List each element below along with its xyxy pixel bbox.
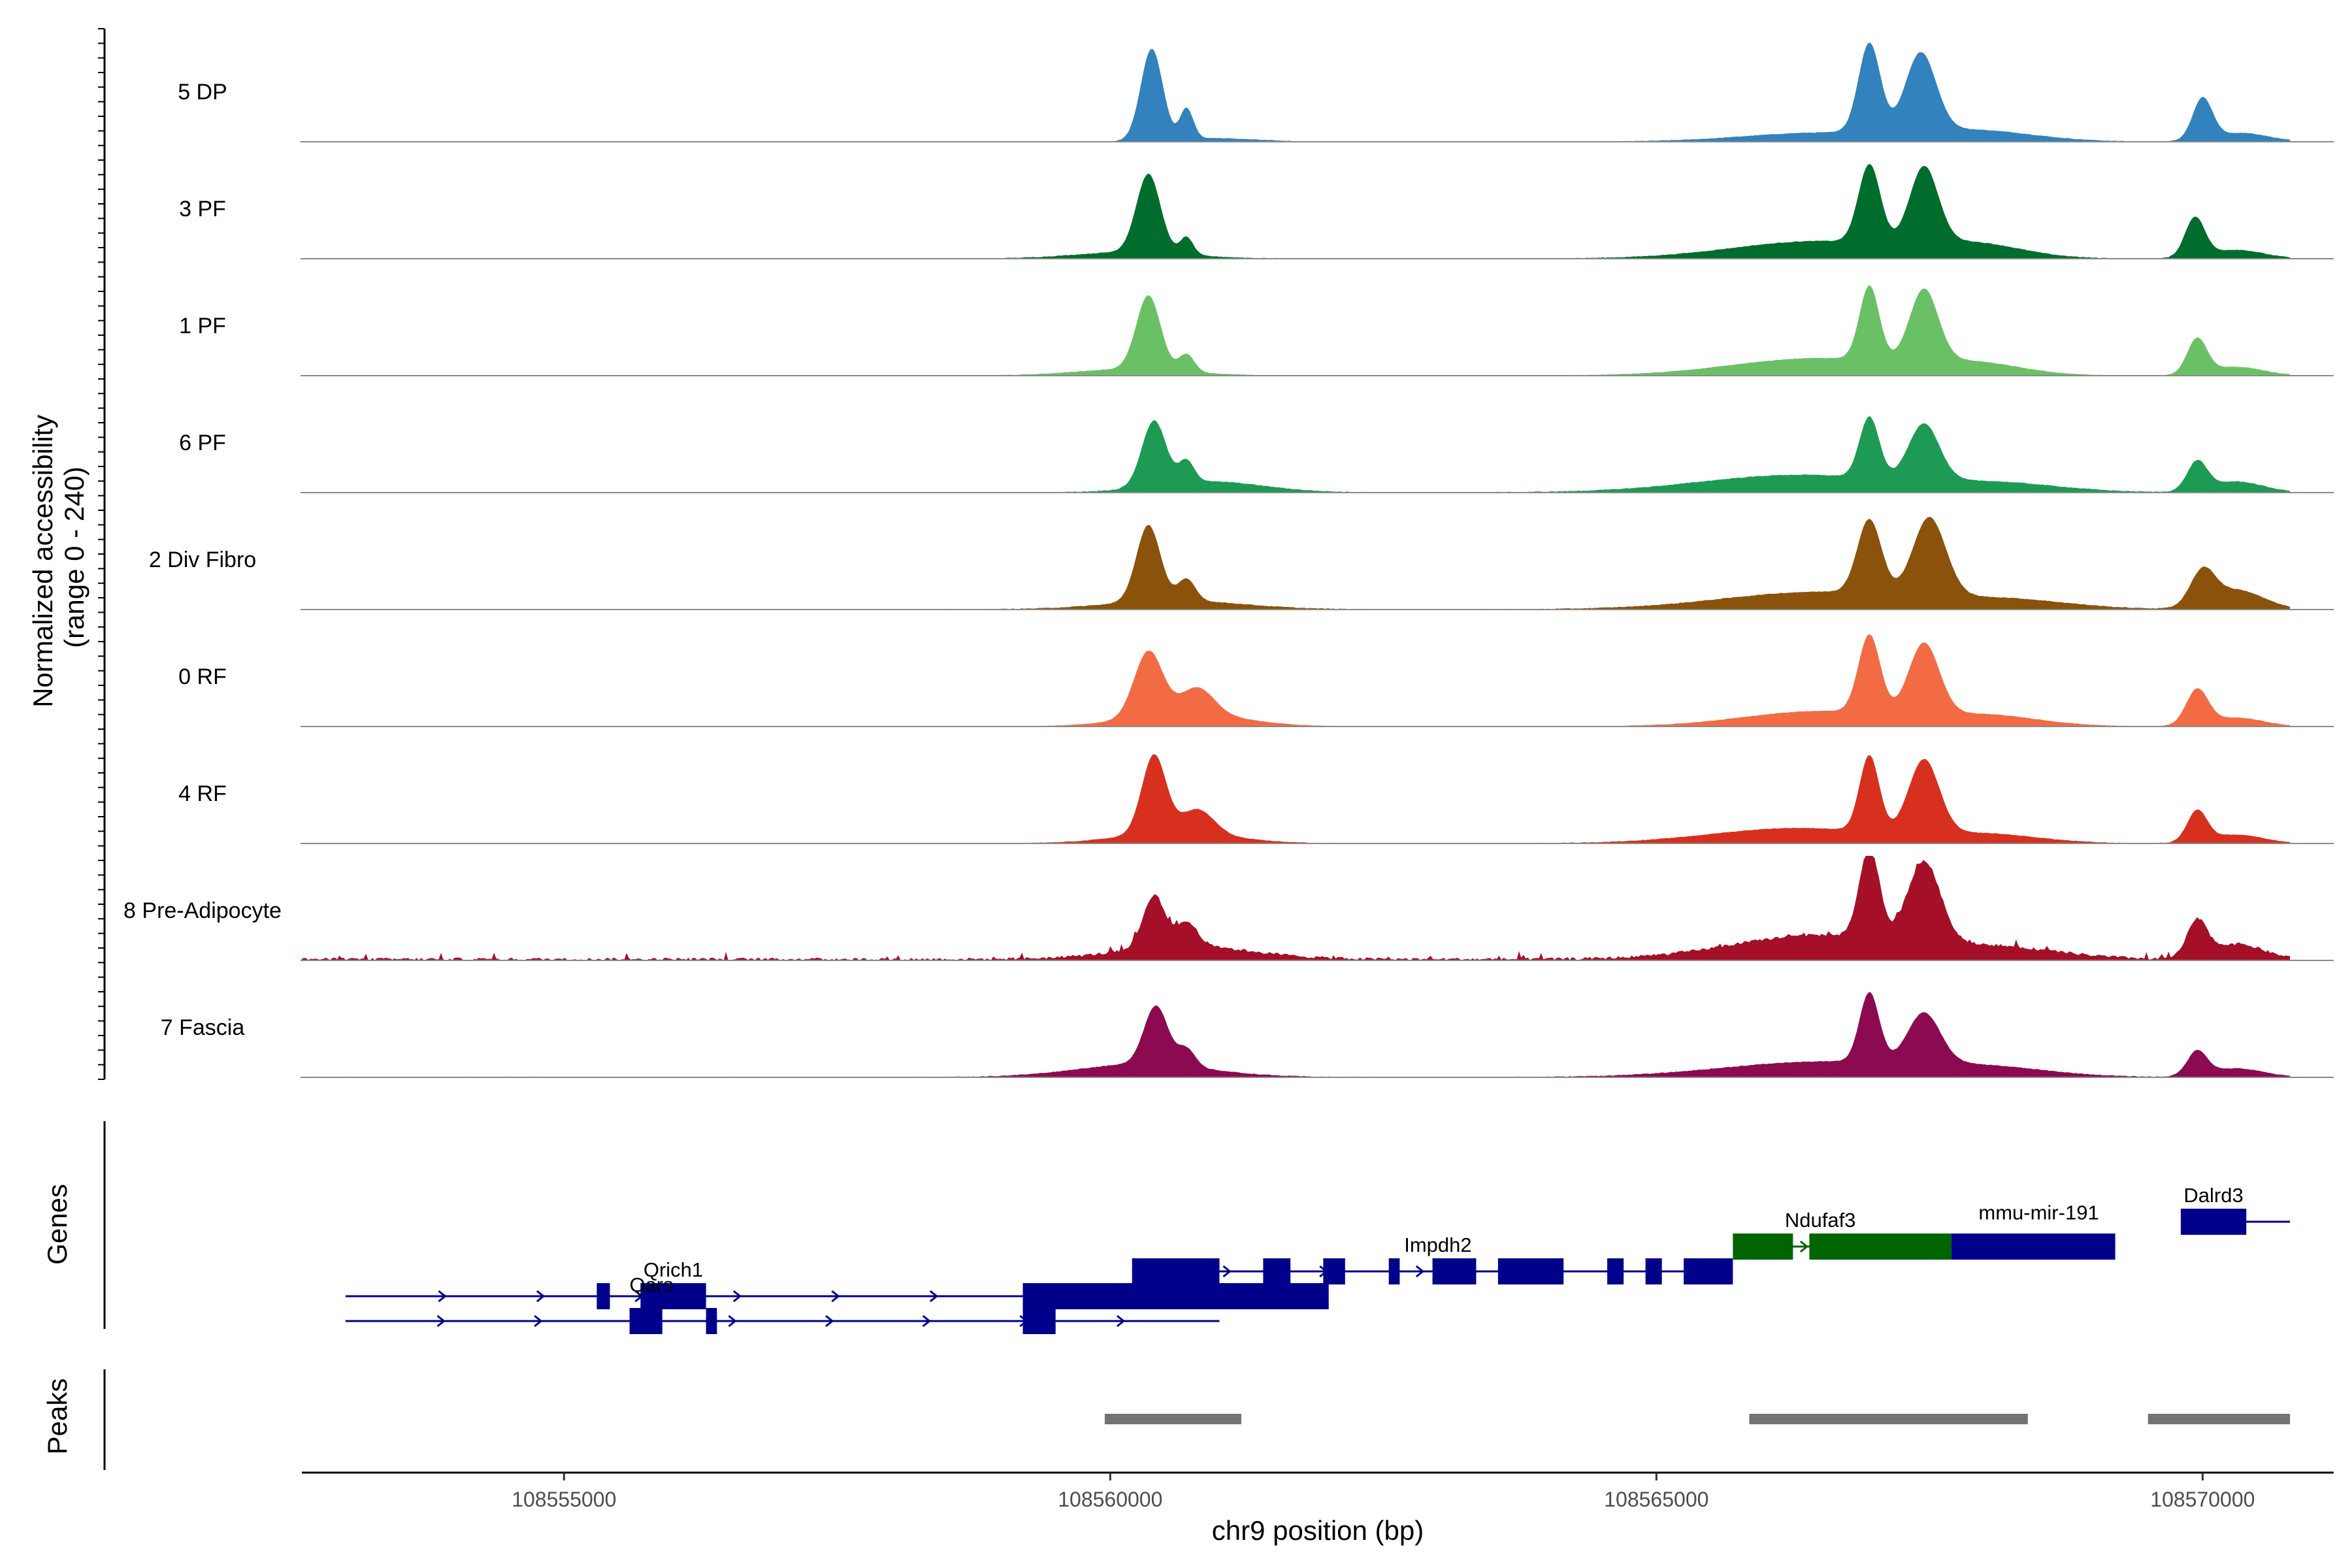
gene-label: Ndufaf3 (1785, 1209, 1856, 1232)
y-axis (98, 28, 106, 1470)
track-label: 0 RF (178, 664, 227, 689)
peak-track (1104, 1414, 2291, 1424)
strand-arrow-icon (1415, 1265, 1425, 1278)
track-label: 2 Div Fibro (149, 547, 256, 572)
y-axis-label-line2: (range 0 - 240) (59, 466, 90, 648)
x-tick-label: 108570000 (2150, 1488, 2255, 1511)
exon-block (629, 1308, 662, 1334)
strand-arrow-icon (438, 1290, 447, 1303)
exon-block (1951, 1233, 2115, 1260)
exon-block (1645, 1258, 1662, 1284)
track-label: 1 PF (179, 314, 226, 338)
gene-track-label: Genes (42, 1184, 73, 1265)
strand-arrow-icon (436, 1315, 446, 1328)
strand-arrow-icon (1799, 1240, 1809, 1253)
y-axis-label: Normalized accessibility (range 0 - 240) (27, 407, 90, 708)
x-axis: 108555000 108560000 108565000 108570000 (302, 1471, 2334, 1511)
exon-block (596, 1283, 610, 1309)
exon-block (2180, 1209, 2247, 1235)
coverage-area-track-3 (302, 416, 2291, 493)
coverage-area-track-6 (302, 754, 2291, 843)
coverage-area-track-4 (302, 517, 2291, 610)
x-tick-label: 108555000 (512, 1488, 616, 1511)
exon-block (1497, 1258, 1564, 1284)
exon-block (1263, 1258, 1291, 1284)
track-label: 3 PF (179, 197, 226, 221)
x-axis-label: chr9 position (bp) (1212, 1515, 1424, 1546)
coverage-area-track-2 (302, 286, 2291, 376)
strand-arrow-icon (929, 1290, 939, 1303)
peak-region (2148, 1414, 2291, 1424)
x-tick-label: 108560000 (1058, 1488, 1162, 1511)
strand-arrow-icon (831, 1290, 840, 1303)
coverage-area-track-1 (302, 164, 2291, 259)
strand-arrow-icon (728, 1315, 737, 1328)
track-label: 6 PF (179, 431, 226, 455)
coverage-area-track-7 (302, 856, 2291, 960)
exon-block (1432, 1258, 1477, 1284)
exon-block (1733, 1233, 1793, 1260)
peak-track-label: Peaks (42, 1379, 73, 1455)
exon-block (1132, 1258, 1220, 1284)
exon-block (1607, 1258, 1624, 1284)
coverage-area-track-0 (302, 42, 2291, 142)
exon-block (1022, 1308, 1056, 1334)
coverage-area-track-5 (302, 634, 2291, 727)
gene-label: Qrich1 (644, 1258, 703, 1281)
exon-block (706, 1308, 717, 1334)
strand-arrow-icon (922, 1315, 932, 1328)
strand-arrow-icon (534, 1315, 543, 1328)
y-axis-label-line1: Normalized accessibility (27, 415, 58, 708)
peak-region (1749, 1414, 2028, 1424)
coverage-area-track-8 (302, 992, 2291, 1077)
exon-block (1809, 1233, 1952, 1260)
peak-region (1104, 1414, 1241, 1424)
coverage-tracks: 5 DP 3 PF 1 PF 6 PF 2 Div Fibro 0 RF 4 RF 8 Pre… (123, 42, 2334, 1078)
strand-arrow-icon (1222, 1265, 1232, 1278)
strand-arrow-icon (1116, 1315, 1126, 1328)
x-tick-label: 108565000 (1604, 1488, 1708, 1511)
strand-arrow-icon (536, 1290, 546, 1303)
track-label: 7 Fascia (161, 1015, 245, 1040)
exon-block (1684, 1258, 1733, 1284)
exon-block (1022, 1283, 1329, 1309)
exon-block (1388, 1258, 1400, 1284)
gene-label: Impdh2 (1404, 1233, 1471, 1256)
gene-label: mmu-mir-191 (1978, 1201, 2099, 1224)
track-label: 5 DP (178, 80, 227, 105)
gene-label: Qars (629, 1273, 673, 1296)
track-label: 4 RF (178, 781, 227, 806)
strand-arrow-icon (732, 1290, 742, 1303)
gene-label: Dalrd3 (2183, 1184, 2243, 1207)
exon-block (640, 1283, 706, 1309)
track-label: 8 Pre-Adipocyte (123, 898, 282, 923)
strand-arrow-icon (825, 1315, 834, 1328)
exon-block (1323, 1258, 1345, 1284)
